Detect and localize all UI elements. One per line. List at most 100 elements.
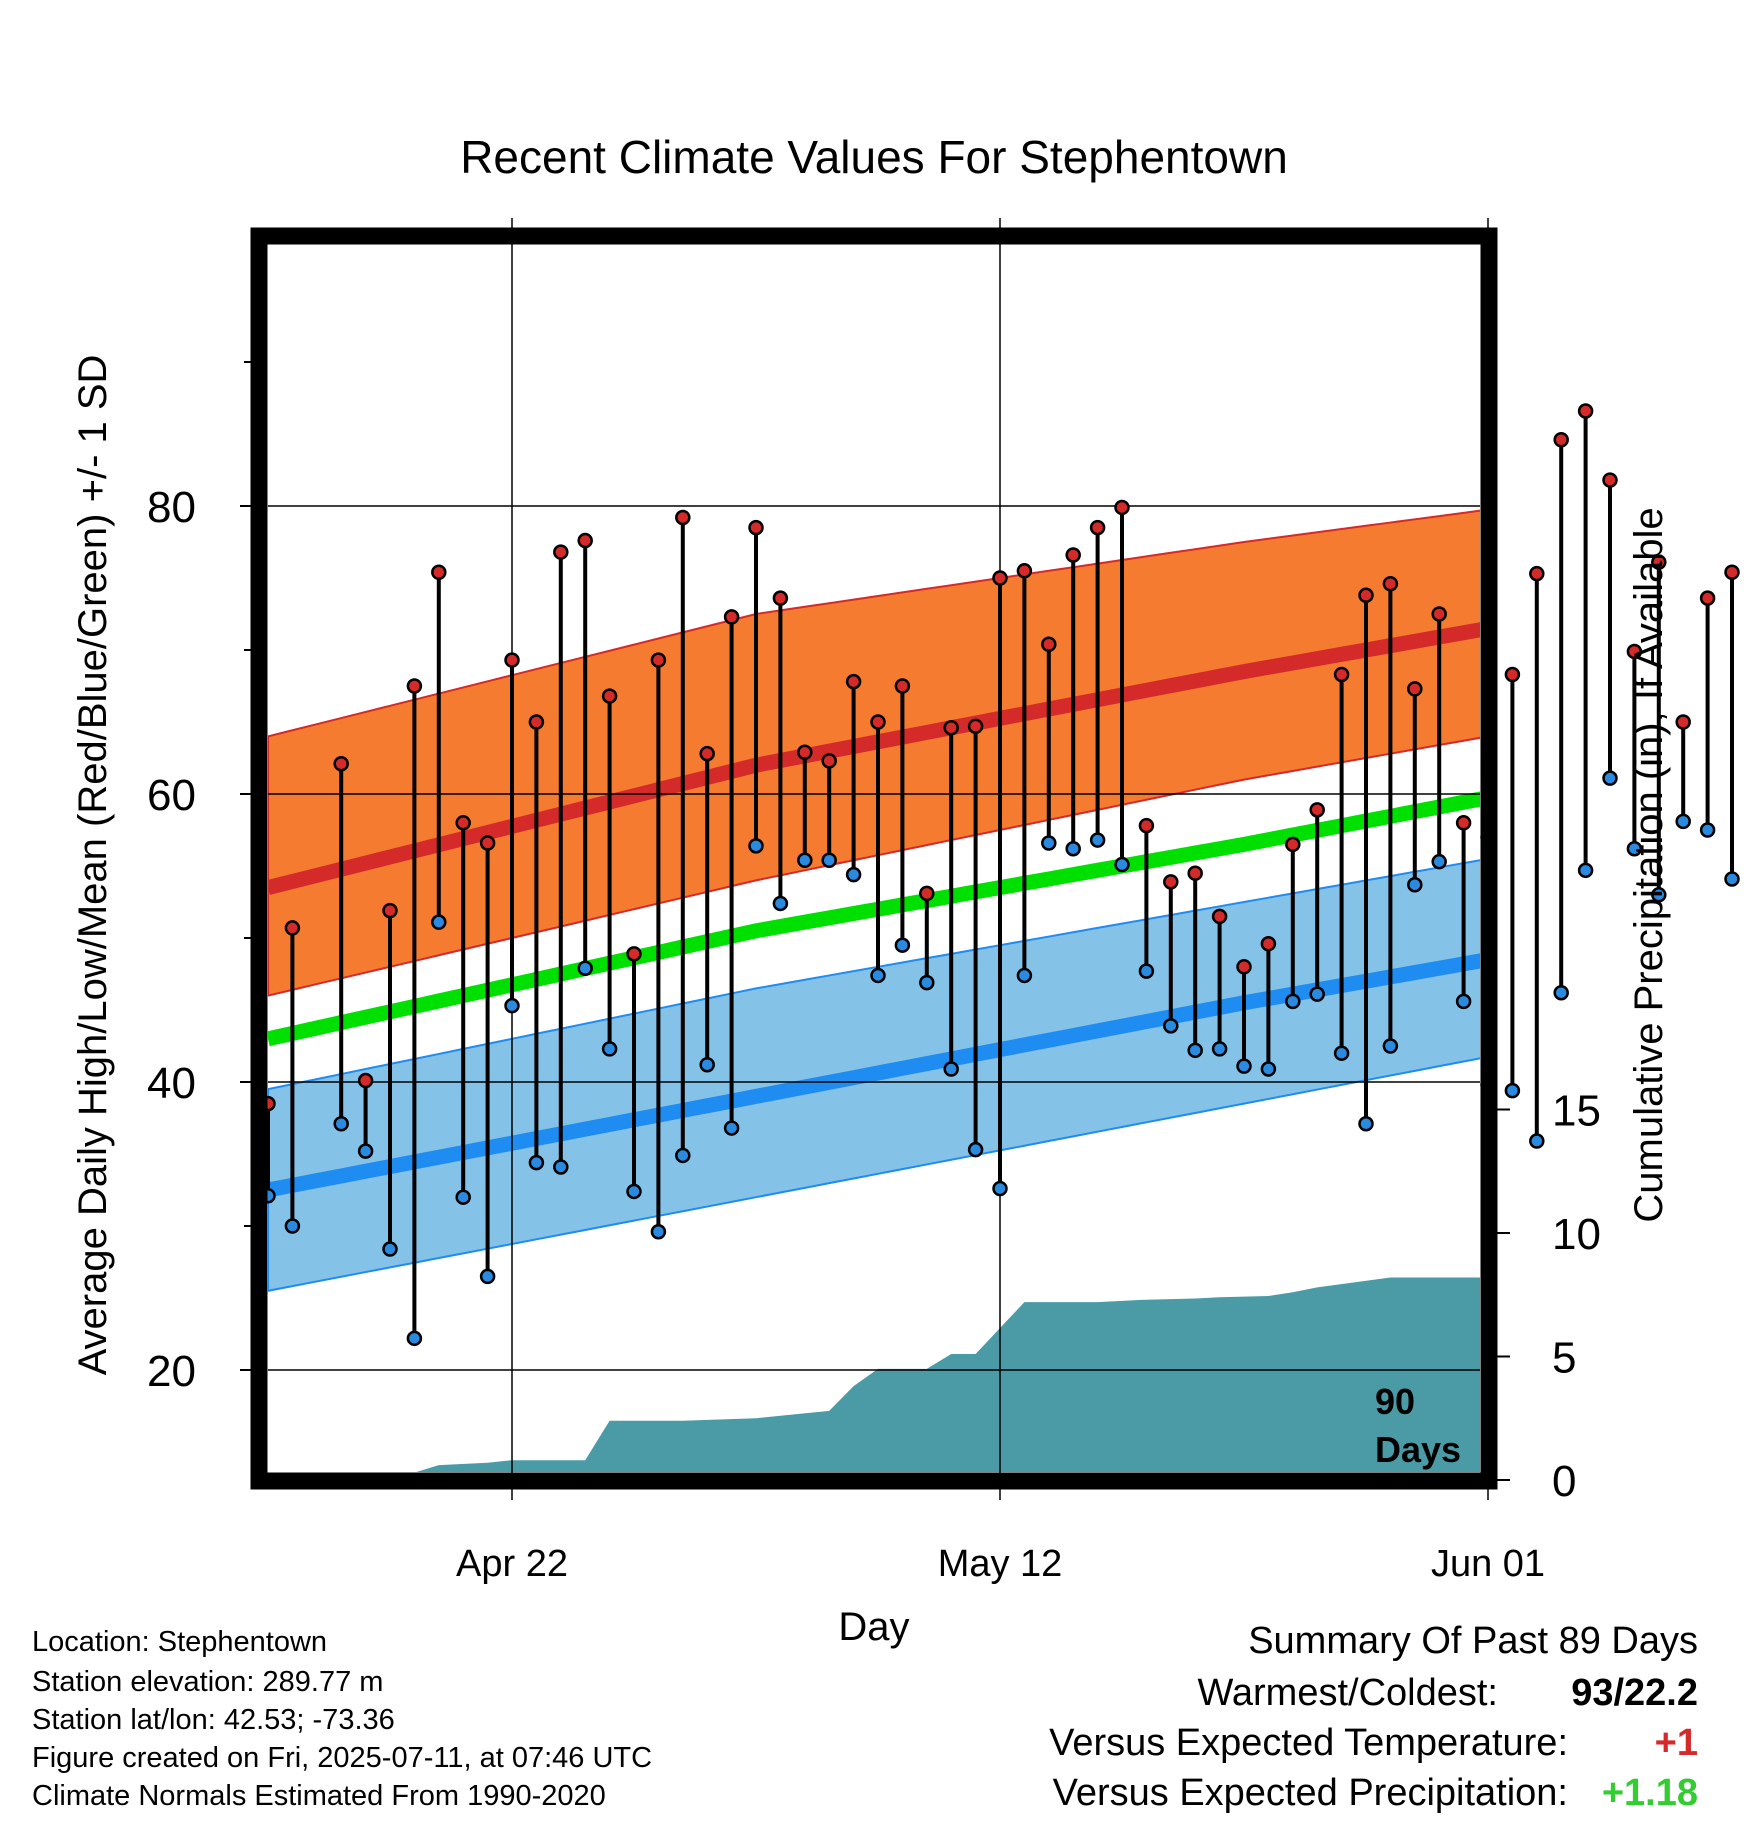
- daily-high-point: [772, 590, 789, 606]
- daily-high-point: [1187, 865, 1203, 881]
- location-text: Location: Stephentown: [32, 1626, 328, 1658]
- daily-low-point: [553, 1159, 569, 1175]
- precip-label: Versus Expected Precipitation:: [1052, 1772, 1568, 1814]
- warm-cold-value: 93/22.2: [1571, 1672, 1698, 1714]
- daily-low-point: [1675, 813, 1691, 830]
- chart-title: Recent Climate Values For Stephentown: [460, 131, 1288, 183]
- daily-high-point: [1529, 565, 1545, 582]
- normal-low-line: [268, 953, 1480, 1198]
- y-axis-right-label: Cumulative Precipitation (in), If Availa…: [1627, 507, 1671, 1222]
- daily-low-point: [431, 914, 447, 930]
- latlon-text: Station lat/lon: 42.53; -73.36: [32, 1704, 395, 1736]
- daily-low-point: [919, 974, 935, 991]
- precip-layer: [416, 1277, 1480, 1472]
- daily-low-point: [943, 1061, 959, 1077]
- daily-low-point: [894, 937, 911, 953]
- y-axis-left-label: Average Daily High/Low/Mean (Red/Blue/Gr…: [71, 355, 115, 1376]
- plot-frame: [250, 227, 1498, 1490]
- daily-high-point: [870, 714, 886, 730]
- daily-low-point: [1041, 835, 1057, 851]
- daily-low-point: [1260, 1061, 1277, 1077]
- daily-low-point: [284, 1218, 301, 1234]
- daily-low-point: [455, 1189, 471, 1205]
- daily-high-point: [1236, 959, 1252, 975]
- daily-low-point: [1236, 1058, 1252, 1074]
- daily-low-point: [577, 960, 593, 976]
- daily-low-point: [406, 1330, 423, 1347]
- daily-low-point: [1358, 1116, 1374, 1132]
- today-days-count: 90: [1375, 1381, 1415, 1422]
- created-text: Figure created on Fri, 2025-07-11, at 07…: [32, 1742, 653, 1774]
- daily-high-point: [455, 815, 471, 831]
- daily-low-point: [382, 1241, 398, 1257]
- daily-high-point: [1089, 519, 1106, 536]
- daily-low-point: [1187, 1042, 1203, 1059]
- daily-low-point: [821, 852, 837, 868]
- normal-high-line: [268, 622, 1480, 895]
- daily-high-point: [1211, 908, 1228, 925]
- daily-high-point: [357, 1072, 374, 1089]
- daily-high-point: [479, 835, 496, 851]
- daily-low-point: [967, 1141, 984, 1158]
- daily-high-point: [1407, 681, 1423, 697]
- temp-label: Versus Expected Temperature:: [1049, 1722, 1568, 1764]
- daily-low-point: [1016, 967, 1033, 984]
- daily-high-point: [577, 532, 593, 549]
- daily-low-point: [504, 997, 520, 1014]
- precip-area: [416, 1277, 1480, 1472]
- daily-high-point: [1016, 563, 1033, 579]
- daily-points-layer: [260, 403, 1740, 1347]
- daily-high-point: [284, 920, 301, 936]
- today-days-word: Days: [1375, 1429, 1461, 1470]
- x-tick-label: Jun 01: [1431, 1543, 1545, 1585]
- daily-low-point: [1089, 832, 1106, 848]
- daily-high-point: [1333, 666, 1350, 683]
- daily-low-point: [357, 1143, 374, 1159]
- daily-high-point: [919, 885, 935, 902]
- daily-low-point: [1431, 853, 1447, 870]
- daily-low-point: [797, 852, 813, 868]
- daily-high-point: [1431, 606, 1447, 622]
- daily-low-point: [1114, 856, 1130, 873]
- daily-high-point: [601, 688, 618, 704]
- daily-high-point: [431, 564, 447, 580]
- y-right-tick-label: 10: [1552, 1210, 1601, 1259]
- normal-bands-layer: [268, 509, 1480, 1292]
- daily-high-point: [1577, 403, 1594, 419]
- daily-high-point: [699, 745, 715, 762]
- daily-high-point: [333, 756, 349, 772]
- y-left-tick-label: 60: [147, 771, 196, 820]
- daily-high-point: [1675, 714, 1691, 730]
- daily-high-point: [1626, 643, 1643, 660]
- daily-high-point: [992, 570, 1008, 586]
- daily-low-point: [1577, 862, 1594, 879]
- daily-high-point: [821, 753, 837, 769]
- temp-value: +1: [1654, 1722, 1698, 1764]
- normals-text: Climate Normals Estimated From 1990-2020: [32, 1780, 606, 1812]
- daily-high-point: [1358, 587, 1374, 604]
- daily-low-point: [1211, 1041, 1228, 1057]
- x-tick-label: May 12: [938, 1543, 1063, 1585]
- daily-low-point: [870, 967, 886, 984]
- y-left-tick-label: 20: [147, 1347, 196, 1396]
- daily-high-point: [528, 714, 545, 730]
- y-right-tick-label: 5: [1552, 1334, 1576, 1383]
- daily-low-point: [1333, 1045, 1350, 1061]
- daily-high-point: [406, 678, 423, 694]
- daily-low-point: [1285, 993, 1301, 1010]
- y-left-tick-label: 40: [147, 1059, 196, 1108]
- daily-high-point: [894, 678, 911, 694]
- x-tick-label: Apr 22: [456, 1543, 568, 1585]
- daily-high-point: [1553, 432, 1569, 448]
- daily-high-point: [1699, 590, 1716, 606]
- daily-high-point: [1651, 554, 1667, 570]
- daily-low-point: [626, 1183, 642, 1200]
- daily-high-point: [967, 718, 984, 735]
- daily-high-point: [1138, 817, 1155, 834]
- daily-high-point: [1285, 836, 1301, 853]
- daily-low-point: [1382, 1038, 1399, 1054]
- daily-high-point: [1163, 874, 1179, 890]
- y-right-tick-label: 15: [1552, 1087, 1601, 1136]
